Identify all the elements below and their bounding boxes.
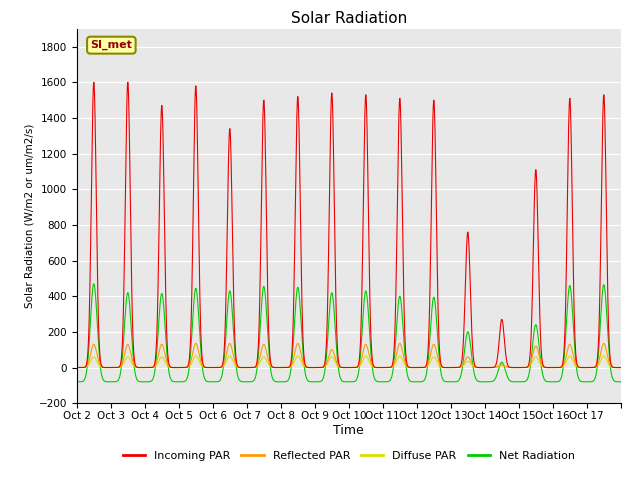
Incoming PAR — [398, 188, 406, 193]
Reflected PAR — [398, 346, 406, 352]
Diffuse PAR — [192, 353, 200, 359]
Reflected PAR — [186, 362, 193, 368]
Net Radiation — [525, 372, 532, 378]
Reflected PAR — [73, 365, 81, 371]
Diffuse PAR — [617, 365, 625, 371]
Incoming PAR — [369, 360, 377, 366]
Net Radiation — [398, 310, 406, 316]
Incoming PAR — [525, 361, 532, 367]
Title: Solar Radiation: Solar Radiation — [291, 11, 407, 26]
Reflected PAR — [525, 363, 532, 369]
Net Radiation — [498, 360, 506, 365]
Line: Reflected PAR: Reflected PAR — [77, 344, 621, 368]
Diffuse PAR — [498, 363, 506, 369]
Legend: Incoming PAR, Reflected PAR, Diffuse PAR, Net Radiation: Incoming PAR, Reflected PAR, Diffuse PAR… — [118, 446, 579, 465]
Reflected PAR — [481, 365, 489, 371]
Net Radiation — [73, 379, 81, 384]
Incoming PAR — [90, 79, 98, 85]
Diffuse PAR — [398, 356, 406, 361]
Net Radiation — [90, 281, 98, 287]
Incoming PAR — [498, 317, 506, 323]
Text: SI_met: SI_met — [90, 40, 132, 50]
Incoming PAR — [539, 361, 547, 367]
Reflected PAR — [192, 341, 200, 347]
Diffuse PAR — [369, 364, 377, 370]
Reflected PAR — [539, 363, 547, 369]
Diffuse PAR — [481, 365, 489, 371]
Net Radiation — [186, 360, 193, 366]
Line: Net Radiation: Net Radiation — [77, 284, 621, 382]
Y-axis label: Solar Radiation (W/m2 or um/m2/s): Solar Radiation (W/m2 or um/m2/s) — [24, 124, 35, 308]
Reflected PAR — [498, 362, 506, 368]
Diffuse PAR — [73, 365, 81, 371]
Incoming PAR — [186, 352, 193, 358]
Line: Incoming PAR: Incoming PAR — [77, 82, 621, 368]
Reflected PAR — [617, 365, 625, 371]
Diffuse PAR — [186, 363, 193, 369]
Incoming PAR — [481, 365, 489, 371]
Line: Diffuse PAR: Diffuse PAR — [77, 356, 621, 368]
Diffuse PAR — [539, 364, 547, 370]
Incoming PAR — [617, 365, 625, 371]
Incoming PAR — [73, 365, 81, 371]
Net Radiation — [539, 372, 547, 378]
Net Radiation — [617, 379, 625, 384]
X-axis label: Time: Time — [333, 424, 364, 437]
Net Radiation — [369, 369, 377, 374]
Net Radiation — [481, 379, 489, 384]
Reflected PAR — [369, 363, 377, 369]
Diffuse PAR — [525, 364, 532, 370]
